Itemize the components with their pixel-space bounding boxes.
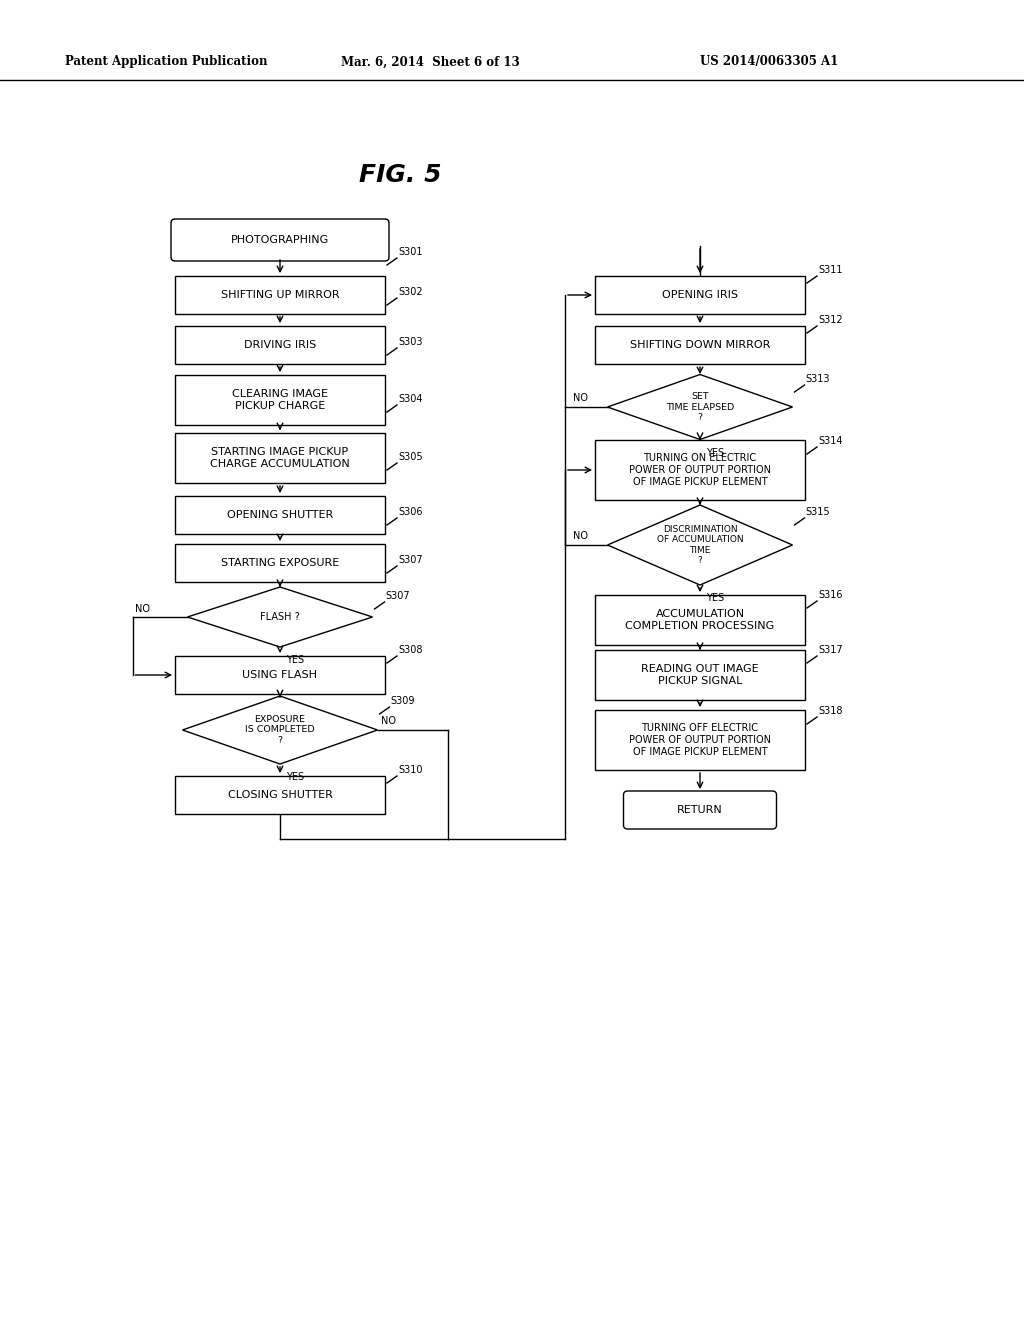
Text: S311: S311	[818, 265, 843, 275]
Text: S312: S312	[818, 315, 843, 325]
FancyBboxPatch shape	[175, 496, 385, 535]
Text: S305: S305	[398, 451, 423, 462]
Text: S315: S315	[806, 507, 830, 517]
FancyBboxPatch shape	[171, 219, 389, 261]
Text: YES: YES	[706, 447, 724, 458]
Text: TURNING ON ELECTRIC
POWER OF OUTPUT PORTION
OF IMAGE PICKUP ELEMENT: TURNING ON ELECTRIC POWER OF OUTPUT PORT…	[629, 453, 771, 487]
FancyBboxPatch shape	[175, 276, 385, 314]
Text: S303: S303	[398, 337, 423, 347]
Text: OPENING SHUTTER: OPENING SHUTTER	[227, 510, 333, 520]
Text: YES: YES	[286, 772, 304, 781]
Text: NO: NO	[572, 531, 588, 541]
Text: S314: S314	[818, 436, 843, 446]
FancyBboxPatch shape	[175, 433, 385, 483]
Text: S302: S302	[398, 286, 423, 297]
Text: US 2014/0063305 A1: US 2014/0063305 A1	[700, 55, 839, 69]
Polygon shape	[607, 375, 793, 440]
FancyBboxPatch shape	[624, 791, 776, 829]
Text: DISCRIMINATION
OF ACCUMULATION
TIME
?: DISCRIMINATION OF ACCUMULATION TIME ?	[656, 525, 743, 565]
Text: S316: S316	[818, 590, 843, 601]
Text: ACCUMULATION
COMPLETION PROCESSING: ACCUMULATION COMPLETION PROCESSING	[626, 610, 774, 631]
Text: S307: S307	[398, 554, 423, 565]
Polygon shape	[187, 587, 373, 647]
Text: S310: S310	[398, 766, 423, 775]
Text: STARTING EXPOSURE: STARTING EXPOSURE	[221, 558, 339, 568]
Text: TURNING OFF ELECTRIC
POWER OF OUTPUT PORTION
OF IMAGE PICKUP ELEMENT: TURNING OFF ELECTRIC POWER OF OUTPUT POR…	[629, 723, 771, 756]
Text: S318: S318	[818, 706, 843, 715]
Polygon shape	[182, 696, 378, 764]
Text: S304: S304	[398, 393, 423, 404]
Text: NO: NO	[382, 715, 396, 726]
FancyBboxPatch shape	[595, 595, 805, 645]
Text: PHOTOGRAPHING: PHOTOGRAPHING	[230, 235, 329, 246]
Text: RETURN: RETURN	[677, 805, 723, 814]
Text: USING FLASH: USING FLASH	[243, 671, 317, 680]
Text: SET
TIME ELAPSED
?: SET TIME ELAPSED ?	[666, 392, 734, 422]
FancyBboxPatch shape	[175, 544, 385, 582]
Text: S308: S308	[398, 645, 423, 655]
FancyBboxPatch shape	[175, 375, 385, 425]
Text: Patent Application Publication: Patent Application Publication	[65, 55, 267, 69]
Text: SHIFTING UP MIRROR: SHIFTING UP MIRROR	[221, 290, 339, 300]
FancyBboxPatch shape	[175, 656, 385, 694]
Text: CLOSING SHUTTER: CLOSING SHUTTER	[227, 789, 333, 800]
Text: S307: S307	[385, 591, 411, 601]
Text: FLASH ?: FLASH ?	[260, 612, 300, 622]
Text: READING OUT IMAGE
PICKUP SIGNAL: READING OUT IMAGE PICKUP SIGNAL	[641, 664, 759, 686]
Polygon shape	[607, 506, 793, 585]
Text: Mar. 6, 2014  Sheet 6 of 13: Mar. 6, 2014 Sheet 6 of 13	[341, 55, 519, 69]
Text: NO: NO	[135, 605, 151, 614]
FancyBboxPatch shape	[595, 440, 805, 500]
Text: OPENING IRIS: OPENING IRIS	[662, 290, 738, 300]
Text: YES: YES	[706, 593, 724, 603]
Text: S309: S309	[390, 696, 415, 706]
Text: SHIFTING DOWN MIRROR: SHIFTING DOWN MIRROR	[630, 341, 770, 350]
Text: S317: S317	[818, 645, 843, 655]
Text: S313: S313	[806, 374, 830, 384]
Text: NO: NO	[572, 393, 588, 403]
Text: DRIVING IRIS: DRIVING IRIS	[244, 341, 316, 350]
FancyBboxPatch shape	[595, 649, 805, 700]
Text: S306: S306	[398, 507, 423, 517]
Text: EXPOSURE
IS COMPLETED
?: EXPOSURE IS COMPLETED ?	[245, 715, 314, 744]
Text: STARTING IMAGE PICKUP
CHARGE ACCUMULATION: STARTING IMAGE PICKUP CHARGE ACCUMULATIO…	[210, 447, 350, 469]
FancyBboxPatch shape	[595, 710, 805, 770]
Text: YES: YES	[286, 655, 304, 665]
Text: FIG. 5: FIG. 5	[358, 162, 441, 187]
FancyBboxPatch shape	[175, 326, 385, 364]
Text: CLEARING IMAGE
PICKUP CHARGE: CLEARING IMAGE PICKUP CHARGE	[232, 389, 328, 411]
FancyBboxPatch shape	[175, 776, 385, 814]
FancyBboxPatch shape	[595, 326, 805, 364]
FancyBboxPatch shape	[595, 276, 805, 314]
Text: S301: S301	[398, 247, 423, 257]
